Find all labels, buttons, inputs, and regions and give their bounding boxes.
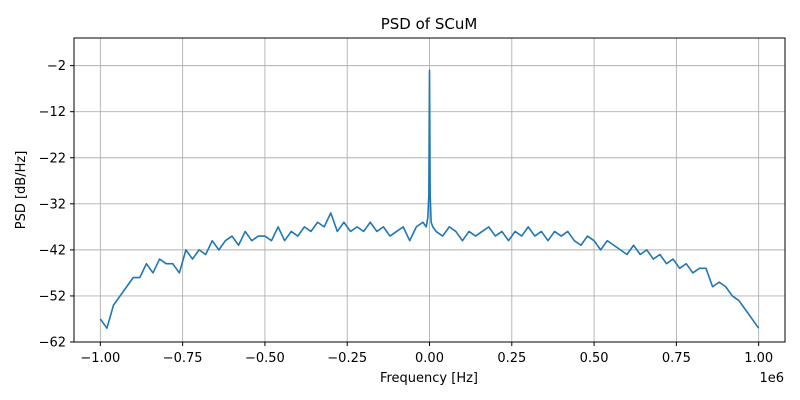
y-tick-label: −2 xyxy=(47,59,66,74)
grid-lines xyxy=(74,38,785,343)
x-axis-label: Frequency [Hz] xyxy=(380,371,478,386)
y-axis-label: PSD [dB/Hz] xyxy=(14,151,29,230)
y-tick-label: −12 xyxy=(39,105,66,120)
x-tick-label: 0.75 xyxy=(662,351,691,366)
x-tick-label: −0.75 xyxy=(163,351,203,366)
y-tick-label: −52 xyxy=(39,289,66,304)
x-tick-label: 0.25 xyxy=(497,351,526,366)
y-tick-label: −32 xyxy=(39,197,66,212)
x-tick-label: −0.50 xyxy=(245,351,285,366)
x-tick-label: −0.25 xyxy=(327,351,367,366)
x-tick-label: 1.00 xyxy=(744,351,773,366)
x-tick-label: −1.00 xyxy=(80,351,120,366)
y-tick-label: −62 xyxy=(39,336,66,351)
x-tick-label: 0.50 xyxy=(580,351,609,366)
y-axis-ticks: −2 −12 −22 −32 −42 −52 −62 xyxy=(39,59,74,351)
x-axis-ticks: −1.00 −0.75 −0.50 −0.25 0.00 0.25 0.50 0.75 1.00 xyxy=(80,342,773,366)
series-group xyxy=(99,69,760,329)
x-axis-offset-label: 1e6 xyxy=(759,371,784,386)
y-tick-label: −42 xyxy=(39,243,66,258)
psd-series-line xyxy=(99,69,760,329)
chart-title: PSD of SCuM xyxy=(381,15,478,33)
y-tick-label: −22 xyxy=(39,151,66,166)
x-tick-label: 0.00 xyxy=(415,351,444,366)
